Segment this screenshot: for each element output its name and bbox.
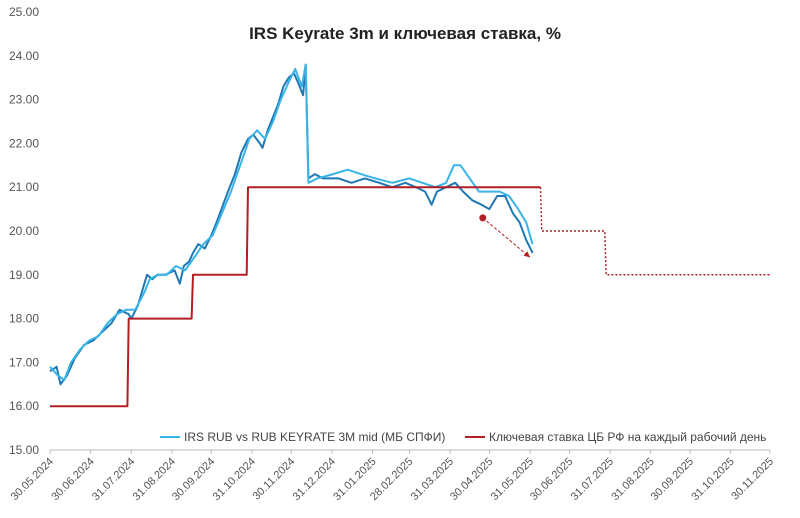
- annotation-arrow: [482, 217, 531, 258]
- x-tick-label: 31.10.2024: [211, 456, 258, 503]
- series-line-2: [50, 186, 541, 408]
- x-tick-label: 31.10.2025: [689, 456, 736, 503]
- legend-label-irs: IRS RUB vs RUB KEYRATE 3M mid (МБ СПФИ): [184, 430, 445, 444]
- x-tick-label: 30.06.2024: [49, 456, 96, 503]
- y-tick-label: 16.00: [9, 399, 39, 413]
- y-tick-label: 17.00: [9, 355, 39, 369]
- chart-title: IRS Keyrate 3m и ключевая ставка, %: [249, 24, 561, 43]
- legend-label-keyrate: Ключевая ставка ЦБ РФ на каждый рабочий …: [489, 430, 766, 444]
- y-axis: 15.00 16.00 17.00 18.00 19.00 20.00 21.00 22.00…: [9, 5, 39, 457]
- y-tick-label: 18.00: [9, 312, 39, 326]
- x-axis: 30.05.202430.06.202431.07.202431.08.2024…: [9, 450, 776, 503]
- annotation-group: [479, 214, 531, 258]
- y-tick-label: 25.00: [9, 5, 39, 19]
- y-tick-label: 15.00: [9, 443, 39, 457]
- y-tick-label: 24.00: [9, 49, 39, 63]
- series-line-3: [539, 187, 770, 276]
- x-tick-label: 31.07.2025: [569, 456, 616, 503]
- y-tick-label: 20.00: [9, 224, 39, 238]
- y-tick-label: 23.00: [9, 93, 39, 107]
- series-line-0: [49, 63, 534, 386]
- x-tick-label: 30.05.2024: [9, 456, 56, 503]
- x-tick-label: 30.04.2025: [448, 456, 495, 503]
- series-group: [49, 63, 770, 408]
- series-line-1: [49, 63, 534, 381]
- x-tick-label: 30.11.2025: [729, 456, 776, 503]
- x-tick-label: 30.09.2024: [170, 456, 217, 503]
- y-tick-label: 19.00: [9, 268, 39, 282]
- x-tick-label: 30.06.2025: [528, 456, 575, 503]
- x-tick-label: 30.09.2025: [649, 456, 696, 503]
- x-tick-label: 31.07.2024: [90, 456, 137, 503]
- y-tick-label: 21.00: [9, 180, 39, 194]
- y-tick-label: 22.00: [9, 136, 39, 150]
- x-tick-label: 31.12.2024: [291, 456, 338, 503]
- legend: IRS RUB vs RUB KEYRATE 3M mid (МБ СПФИ) …: [160, 430, 766, 444]
